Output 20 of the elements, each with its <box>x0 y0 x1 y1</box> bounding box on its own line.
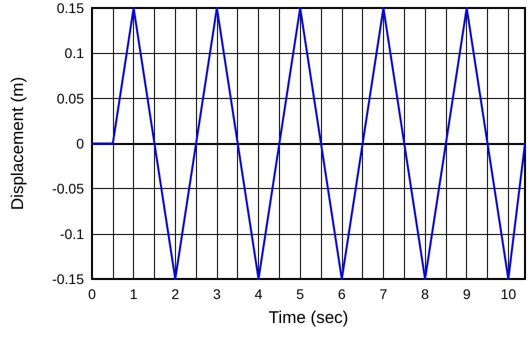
y-tick-label: 0 <box>76 136 84 152</box>
x-tick-label: 5 <box>296 286 304 302</box>
y-tick-label: 0.05 <box>56 90 84 106</box>
x-axis-title: Time (sec) <box>268 308 348 327</box>
x-tick-label: 3 <box>213 286 222 302</box>
y-tick-label: -0.15 <box>52 271 84 287</box>
x-tick-label: 8 <box>421 286 430 302</box>
y-tick-label: 0.15 <box>56 0 84 16</box>
x-tick-label: 6 <box>338 286 346 302</box>
x-tick-label: 0 <box>88 286 96 302</box>
x-tick-label: 10 <box>500 286 516 302</box>
x-tick-label: 9 <box>462 286 471 302</box>
y-axis-title: Displacement (m) <box>8 76 27 210</box>
x-tick-label: 2 <box>171 286 180 302</box>
y-tick-label: -0.1 <box>60 226 84 242</box>
x-tick-label: 7 <box>380 286 388 302</box>
y-tick-label: -0.05 <box>52 180 84 197</box>
x-tick-label: 4 <box>254 286 263 302</box>
x-tick-label: 1 <box>130 286 138 302</box>
y-tick-label: 0.1 <box>64 45 84 62</box>
